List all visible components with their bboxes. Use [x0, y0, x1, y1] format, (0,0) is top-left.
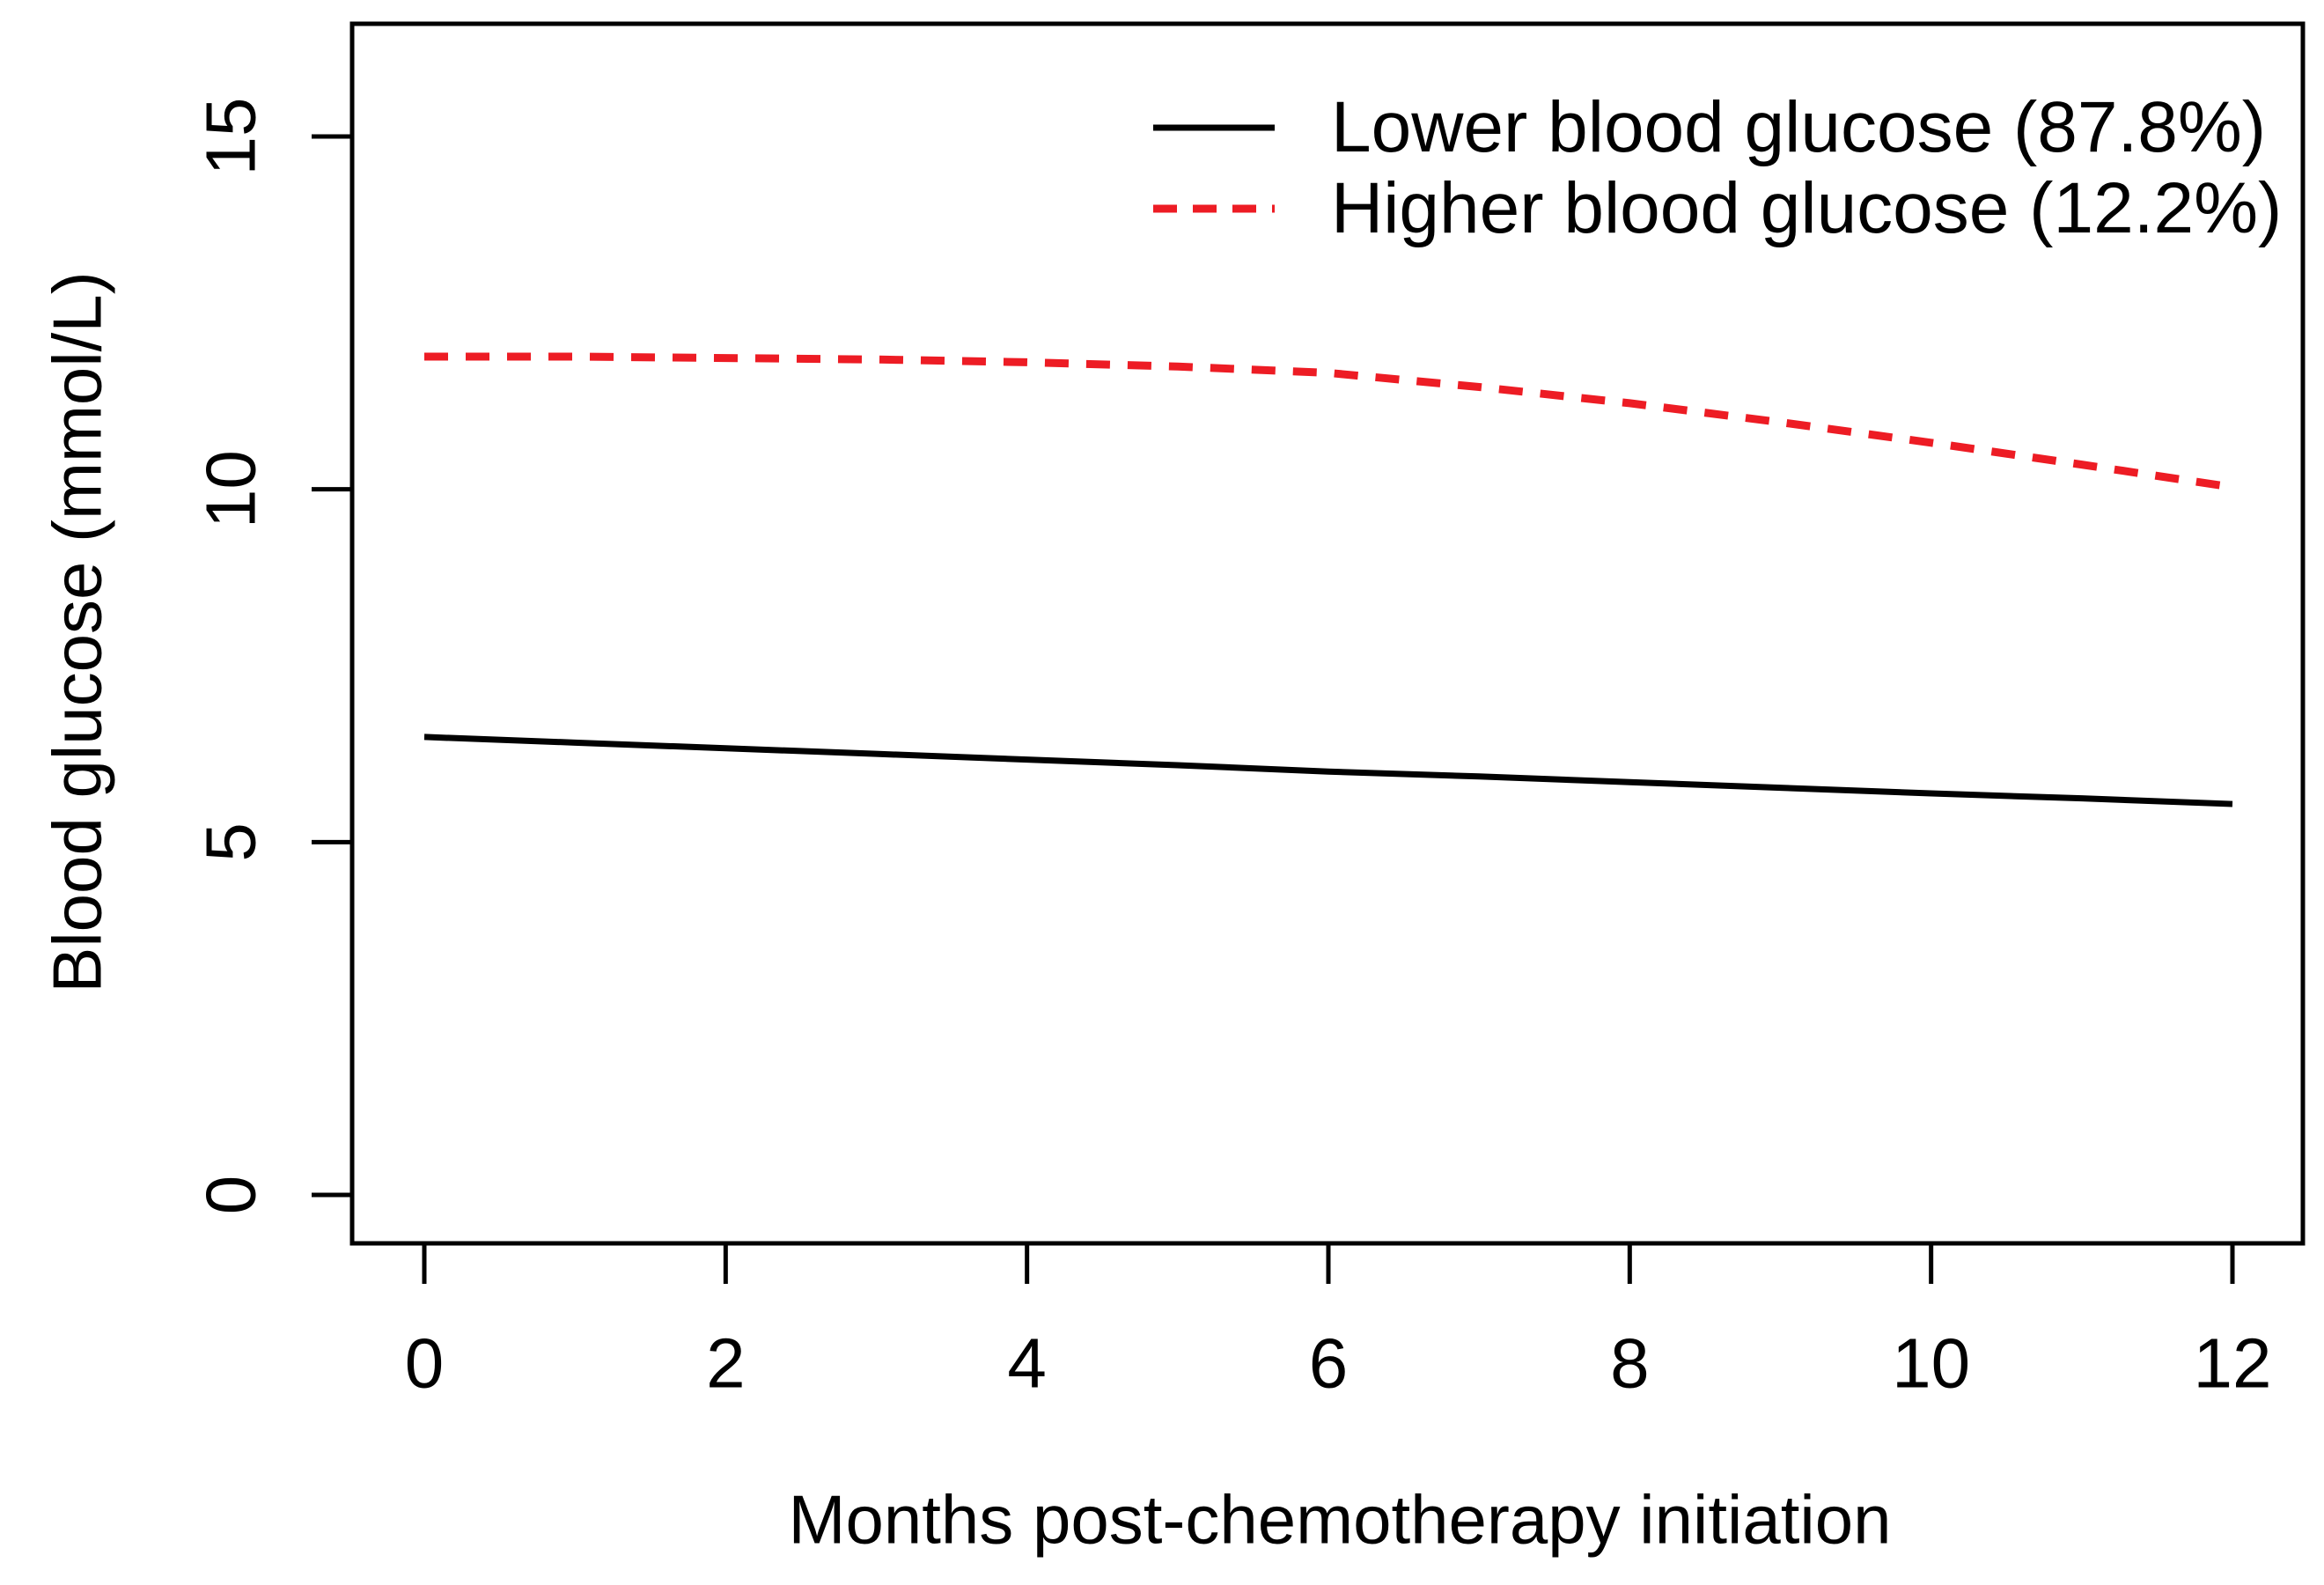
x-tick-label: 4: [1007, 1324, 1047, 1403]
x-tick-label: 12: [2194, 1324, 2272, 1403]
legend-item-higher: Higher blood glucose (12.2%): [1151, 168, 2282, 249]
legend-label-lower: Lower blood glucose (87.8%): [1331, 87, 2267, 167]
y-tick-label: 15: [192, 98, 270, 176]
legend: Lower blood glucose (87.8%) Higher blood…: [1151, 87, 2282, 249]
x-tick-label: 10: [1892, 1324, 1970, 1403]
x-tick-label: 0: [405, 1324, 445, 1403]
x-axis-title: Months post-chemotherapy initiation: [788, 1480, 1892, 1559]
y-tick-label: 0: [192, 1176, 270, 1215]
x-tick-label: 8: [1610, 1324, 1650, 1403]
x-tick-label: 6: [1309, 1324, 1349, 1403]
series-line-0: [423, 734, 2233, 807]
legend-item-lower: Lower blood glucose (87.8%): [1151, 87, 2282, 168]
y-tick-label: 5: [192, 822, 270, 862]
x-tick-label: 2: [706, 1324, 746, 1403]
series-line-1: [424, 352, 2233, 491]
legend-swatch-solid-line-icon: [1153, 124, 1275, 131]
legend-swatch-dashed-line-icon: [1153, 204, 1275, 213]
legend-label-higher: Higher blood glucose (12.2%): [1331, 168, 2283, 248]
y-tick-label: 10: [192, 450, 270, 528]
y-axis-title: Blood glucose (mmol/L): [38, 271, 116, 993]
